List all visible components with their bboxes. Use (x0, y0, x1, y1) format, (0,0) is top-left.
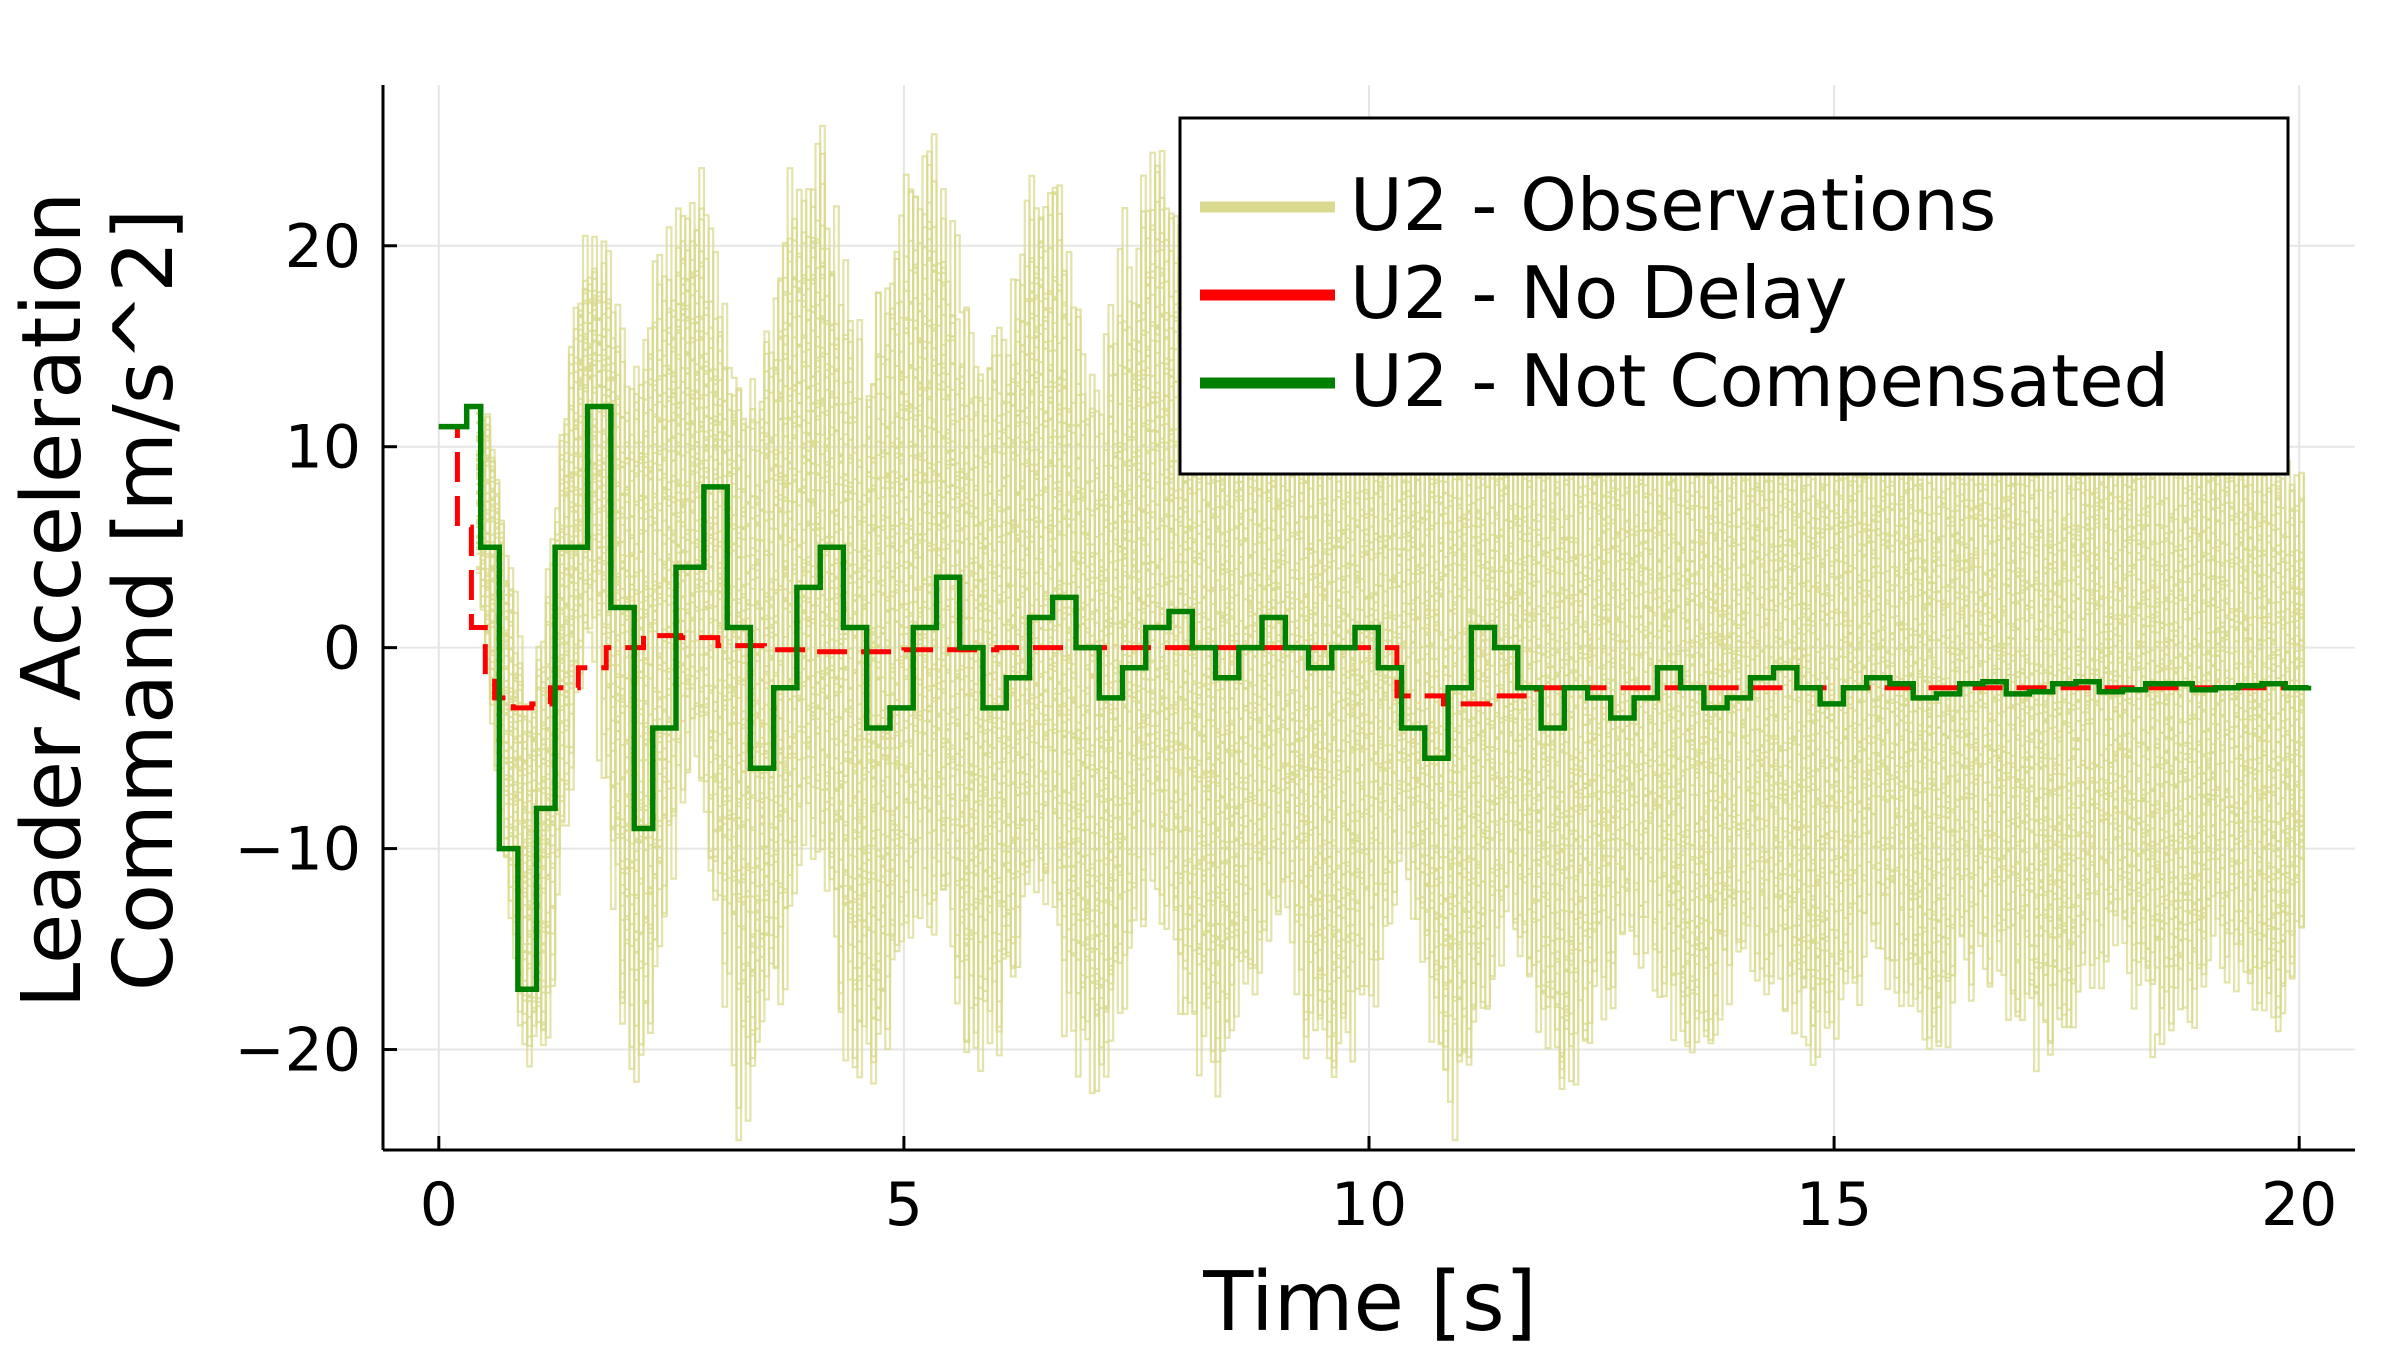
x-tick-label-2: 10 (1331, 1170, 1407, 1240)
x-tick-label-0: 0 (420, 1170, 458, 1240)
series-u2-not-compensated (438, 403, 2312, 992)
axes (381, 85, 2355, 1152)
x-tick-label-1: 5 (885, 1170, 923, 1240)
legend-label-observations: U2 - Observations (1350, 163, 1996, 247)
y-tick-label-1: −10 (234, 815, 361, 885)
y-axis-label-line-2: Command [m/s^2] (97, 209, 192, 992)
y-tick-label-4: 20 (285, 212, 361, 282)
legend-box (1178, 116, 2290, 476)
not-compensated-line (438, 403, 2312, 992)
y-axis-label-line-1: Leader Acceleration (5, 192, 100, 1009)
legend-label-no-delay: U2 - No Delay (1350, 251, 1848, 335)
series-u2-no-delay (438, 424, 2309, 711)
x-tick-label-4: 20 (2261, 1170, 2337, 1240)
legend-label-not-compensated: U2 - Not Compensated (1350, 339, 2169, 423)
tick-labels: 0 5 10 15 20 −20 −10 0 10 20 (234, 212, 2337, 1240)
legend: U2 - Observations U2 - No Delay U2 - Not… (1178, 116, 2290, 476)
x-axis-label: Time [s] (1202, 1255, 1536, 1350)
y-tick-label-0: −20 (234, 1016, 361, 1086)
y-tick-label-2: 0 (323, 614, 361, 684)
no-delay-line (438, 424, 2309, 711)
x-tick-label-3: 15 (1796, 1170, 1872, 1240)
y-axis-label: Leader Acceleration Command [m/s^2] (5, 192, 192, 1009)
observation-trace-59 (476, 209, 2305, 1069)
y-tick-label-3: 10 (285, 413, 361, 483)
